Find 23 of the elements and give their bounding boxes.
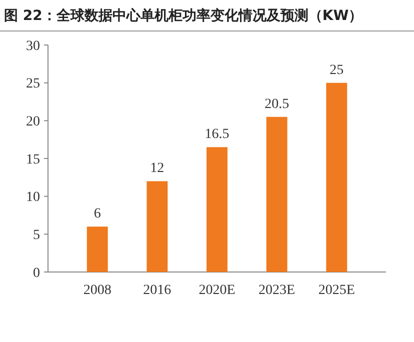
y-tick-label: 10 [26,190,40,206]
x-tick-label: 2008 [83,283,112,298]
data-label: 20.5 [264,96,290,112]
y-tick-label: 5 [33,228,40,244]
x-tick-label: 2025E [318,283,355,298]
x-tick-label: 2020E [198,283,236,298]
bar [206,147,228,272]
bar [86,226,108,272]
bar [266,116,288,272]
x-tick-label: 2016 [143,283,172,298]
data-label: 6 [94,206,101,222]
y-tick-label: 0 [33,266,40,281]
y-tick-label: 25 [26,76,40,92]
bar [326,82,348,272]
y-tick-label: 30 [26,38,40,54]
chart-title: 图 22：全球数据中心单机柜功率变化情况及预测（KW） [4,7,363,24]
bar [146,181,168,272]
y-tick-label: 20 [26,114,40,130]
y-tick-label: 15 [26,152,40,168]
x-tick-label: 2023E [258,283,296,298]
data-label: 16.5 [204,127,230,142]
data-label: 12 [150,161,164,176]
data-label: 25 [330,62,344,78]
